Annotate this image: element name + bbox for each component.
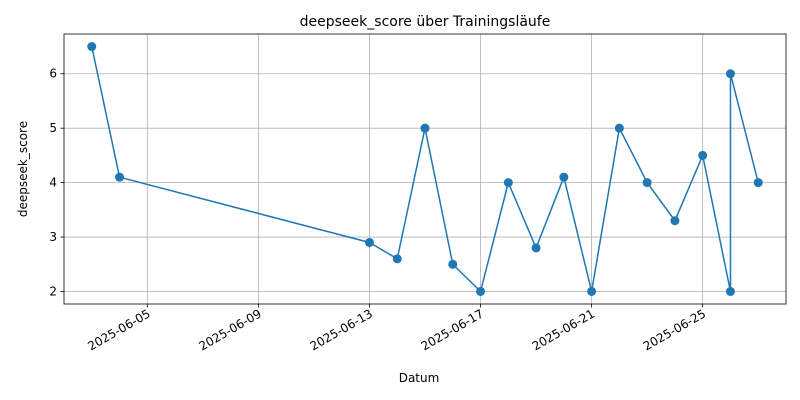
data-point — [87, 42, 97, 52]
data-point — [531, 243, 541, 253]
grid — [64, 34, 786, 304]
y-tick-label: 6 — [49, 67, 57, 81]
y-tick-label: 4 — [49, 176, 57, 190]
data-point — [448, 259, 458, 269]
data-point — [559, 172, 569, 182]
y-tick-label: 3 — [49, 230, 57, 244]
y-axis-label: deepseek_score — [16, 121, 30, 217]
chart-title: deepseek_score über Trainingsläufe — [300, 14, 551, 30]
x-axis-label: Datum — [399, 371, 440, 385]
data-point — [364, 237, 374, 247]
y-tick-label: 2 — [49, 284, 57, 298]
data-point — [476, 286, 486, 296]
data-point — [587, 286, 597, 296]
data-point — [725, 286, 735, 296]
series-line — [91, 46, 759, 293]
data-points — [87, 42, 763, 296]
data-point — [670, 216, 680, 226]
data-point — [392, 254, 402, 264]
data-point — [115, 172, 125, 182]
plot-frame — [63, 33, 787, 305]
data-point — [503, 178, 513, 188]
y-tick-label: 5 — [49, 121, 57, 135]
data-point — [420, 123, 430, 133]
data-point — [642, 178, 652, 188]
data-point — [753, 178, 763, 188]
y-axis: 2 3 4 5 6 — [49, 67, 64, 298]
data-point — [614, 123, 624, 133]
data-point — [698, 150, 708, 160]
data-point — [725, 69, 735, 79]
